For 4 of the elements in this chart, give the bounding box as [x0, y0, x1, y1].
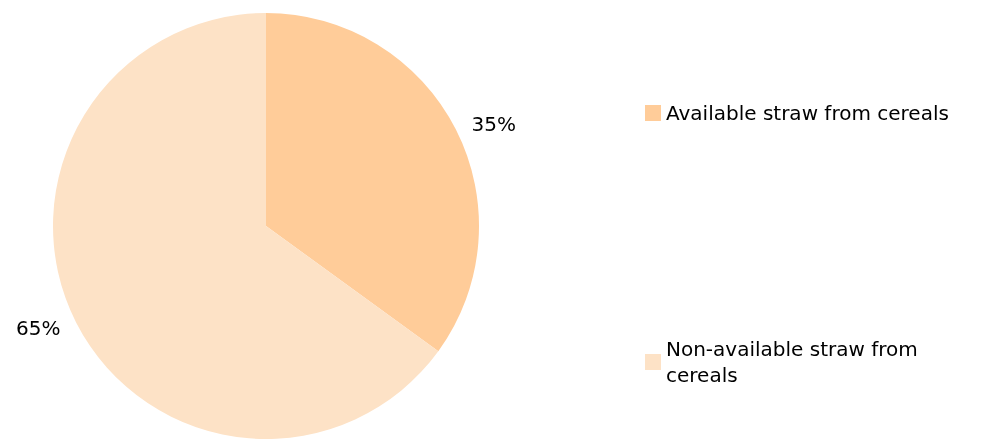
- data-label: 65%: [16, 316, 61, 341]
- legend-label: Available straw from cereals: [666, 101, 949, 125]
- legend-label: Non-available straw from cereals: [666, 337, 918, 387]
- data-label: 35%: [471, 111, 516, 136]
